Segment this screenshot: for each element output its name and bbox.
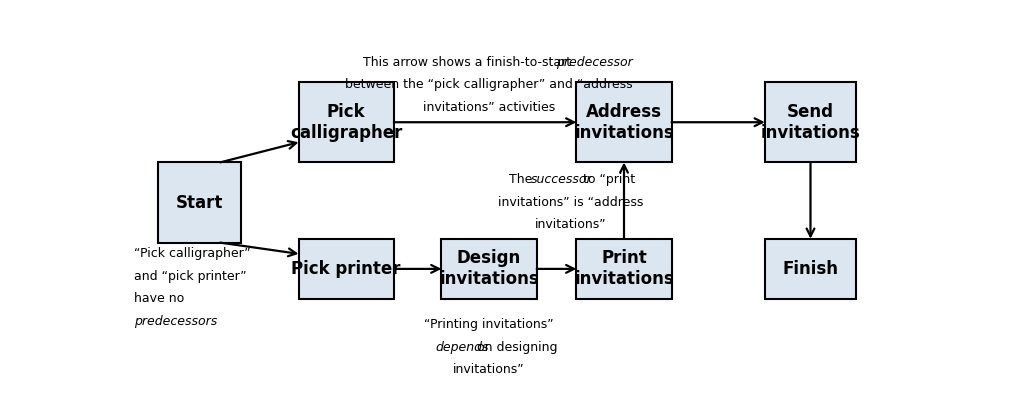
Text: on designing: on designing: [473, 341, 557, 354]
Bar: [577, 239, 672, 299]
Bar: [299, 82, 394, 162]
Text: Design
invitations: Design invitations: [439, 249, 539, 288]
Text: successor: successor: [530, 173, 592, 186]
Text: to “print: to “print: [579, 173, 635, 186]
Text: Start: Start: [176, 194, 223, 211]
Text: Send
invitations: Send invitations: [761, 103, 860, 142]
Bar: [299, 239, 394, 299]
Text: Finish: Finish: [782, 260, 839, 278]
Text: predecessors: predecessors: [134, 315, 217, 328]
Text: “Pick calligrapher”: “Pick calligrapher”: [134, 247, 251, 260]
Bar: [158, 162, 241, 243]
Text: Print
invitations: Print invitations: [574, 249, 674, 288]
Bar: [765, 239, 856, 299]
Text: Address
invitations: Address invitations: [574, 103, 674, 142]
Bar: [765, 82, 856, 162]
Text: This arrow shows a finish-to-start: This arrow shows a finish-to-start: [362, 56, 578, 69]
Bar: [441, 239, 537, 299]
Text: invitations”: invitations”: [454, 363, 525, 377]
Text: invitations”: invitations”: [535, 218, 606, 231]
Text: Pick printer: Pick printer: [292, 260, 401, 278]
Text: predecessor: predecessor: [556, 56, 633, 69]
Text: and “pick printer”: and “pick printer”: [134, 270, 247, 283]
Text: between the “pick calligrapher” and “address: between the “pick calligrapher” and “add…: [345, 78, 633, 91]
Text: have no: have no: [134, 292, 184, 305]
Bar: [577, 82, 672, 162]
Text: The: The: [509, 173, 537, 186]
Text: invitations” activities: invitations” activities: [423, 101, 555, 114]
Text: invitations” is “address: invitations” is “address: [498, 196, 643, 209]
Text: depends: depends: [435, 341, 488, 354]
Text: “Printing invitations”: “Printing invitations”: [424, 318, 554, 331]
Text: Pick
calligrapher: Pick calligrapher: [290, 103, 402, 142]
